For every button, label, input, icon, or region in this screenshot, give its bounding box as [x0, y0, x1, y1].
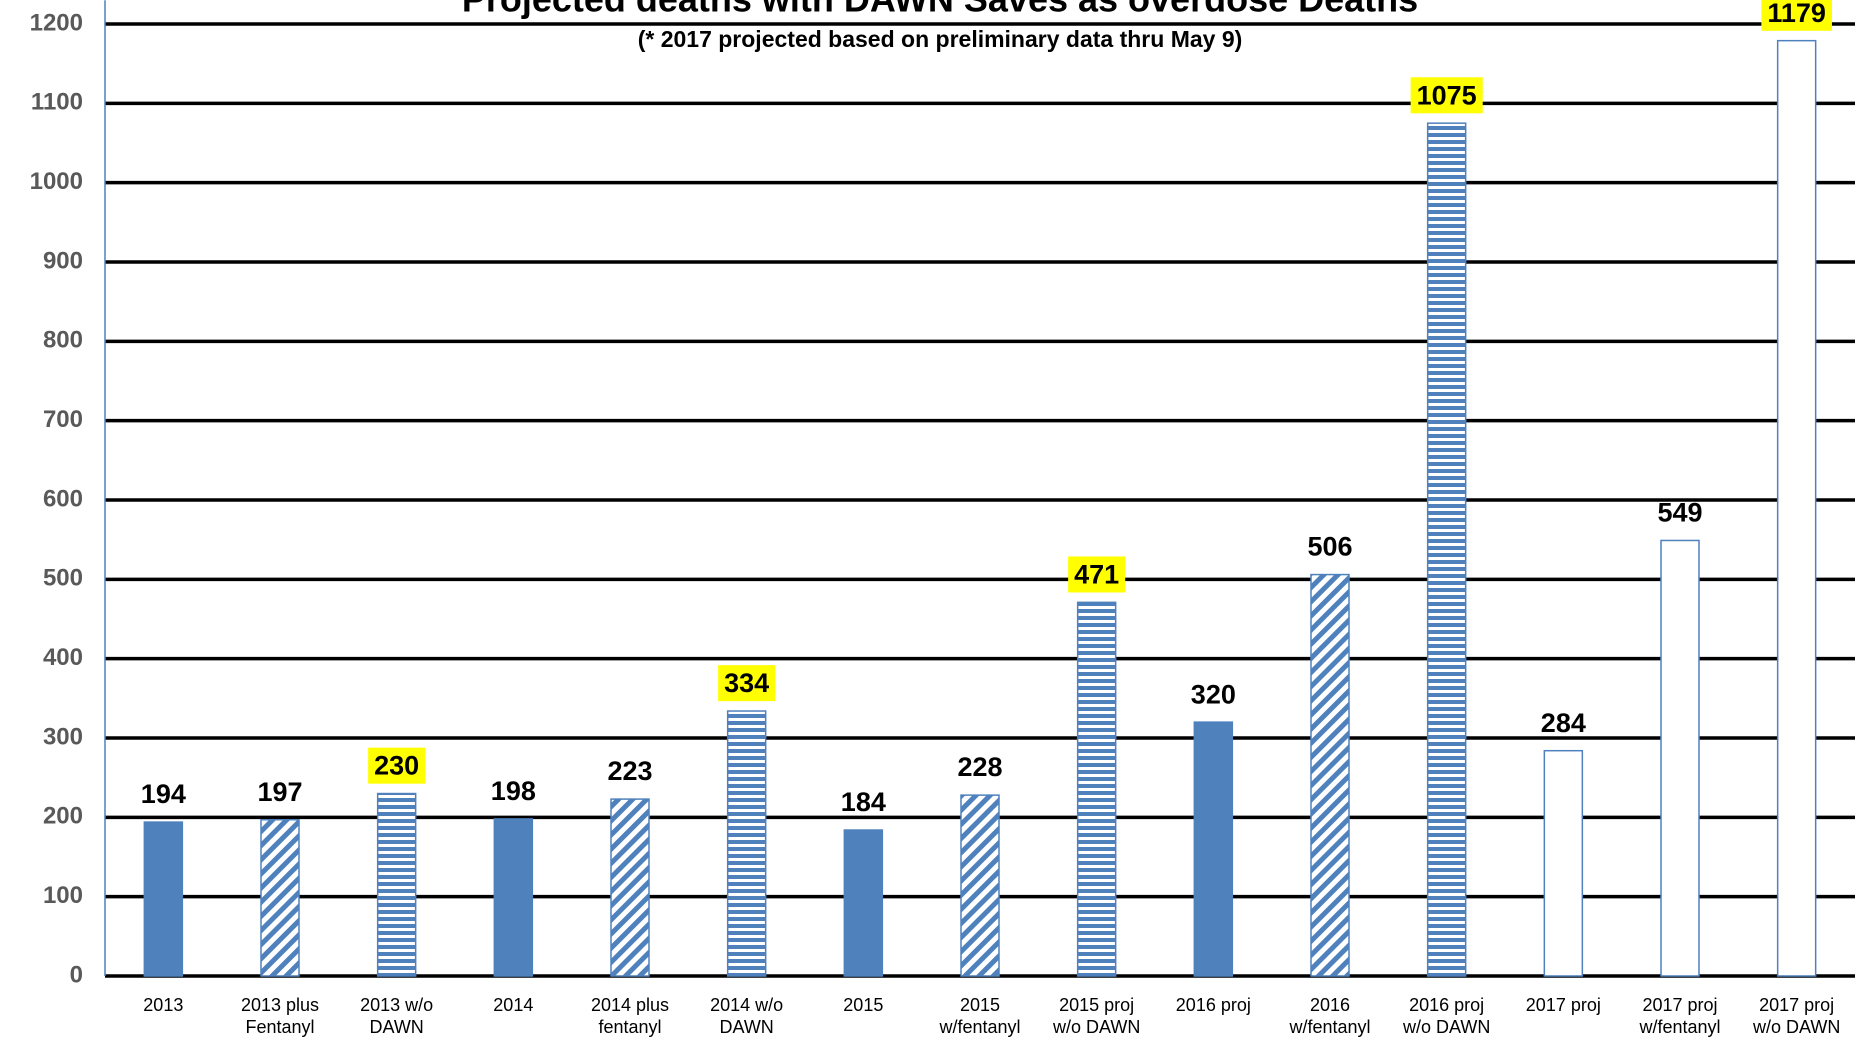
y-tick-label: 1100 [31, 89, 83, 116]
data-label: 506 [1307, 532, 1352, 562]
data-label-group: 284 [1541, 708, 1586, 738]
data-label-group: 334 [718, 665, 776, 702]
y-tick-label: 300 [43, 723, 83, 750]
x-tick-label: 2015 w/fentanyl [939, 995, 1021, 1037]
data-label-group: 184 [841, 787, 886, 817]
y-tick-label: 900 [43, 247, 83, 274]
data-label: 197 [257, 777, 302, 807]
bar [726, 710, 767, 977]
bar [610, 798, 650, 977]
label-highlight [718, 665, 776, 702]
y-tick-label: 800 [43, 327, 83, 354]
y-tick-label: 500 [43, 565, 83, 592]
x-tick-label: 2013 w/o DAWN [360, 995, 434, 1037]
y-tick-label: 1000 [30, 168, 83, 195]
bar [1076, 601, 1117, 977]
x-tick-label: 2014 plus fentanyl [590, 995, 670, 1037]
bar [1776, 39, 1817, 977]
data-label: 228 [957, 752, 1002, 782]
x-tick-label: 2013 [143, 995, 184, 1015]
y-tick-label: 100 [43, 882, 83, 909]
data-label: 334 [724, 668, 769, 698]
data-label: 549 [1657, 498, 1702, 528]
label-highlight [368, 747, 426, 784]
bar [376, 792, 417, 977]
chart-title: Projected deaths with DAWN Saves as over… [462, 0, 1418, 20]
x-tick-label: 2016 w/fentanyl [1289, 995, 1371, 1037]
x-tick-label: 2017 proj [1525, 995, 1601, 1015]
data-label: 1179 [1767, 0, 1826, 28]
data-label-group: 228 [957, 752, 1002, 782]
x-tick-label: 2014 w/o DAWN [710, 995, 784, 1037]
label-highlight [1761, 0, 1832, 31]
y-tick-label: 700 [43, 406, 83, 433]
label-highlight [1068, 556, 1126, 593]
bar [843, 829, 884, 977]
x-tick-label: 2017 proj w/fentanyl [1639, 995, 1721, 1037]
x-tick-label: 2015 [843, 995, 884, 1015]
label-highlight [1410, 77, 1483, 114]
data-label-group: 320 [1191, 679, 1236, 709]
bar [260, 818, 300, 977]
y-tick-label: 1200 [30, 9, 83, 36]
y-tick-label: 400 [43, 644, 83, 671]
x-tick-label: 2015 proj w/o DAWN [1052, 995, 1141, 1037]
data-label-group: 1075 [1410, 77, 1483, 114]
x-tick-label: 2013 plus Fentanyl [240, 995, 320, 1037]
data-label: 320 [1191, 679, 1236, 709]
x-tick-label: 2016 proj w/o DAWN [1402, 995, 1491, 1037]
data-label-group: 549 [1657, 498, 1702, 528]
data-label-group: 1179 [1761, 0, 1832, 31]
bar [1310, 573, 1350, 977]
data-label: 223 [607, 756, 652, 786]
y-tick-label: 0 [70, 961, 83, 988]
data-label-group: 506 [1307, 532, 1352, 562]
data-label: 471 [1074, 559, 1119, 589]
data-label-group: 223 [607, 756, 652, 786]
bar [143, 821, 184, 977]
data-label: 1075 [1417, 80, 1477, 110]
data-label-group: 197 [257, 777, 302, 807]
bar [1426, 122, 1467, 977]
bar [1660, 539, 1700, 977]
data-label-group: 471 [1068, 556, 1126, 593]
data-label: 198 [491, 776, 536, 806]
chart-subtitle: (* 2017 projected based on preliminary d… [638, 26, 1243, 52]
bar [1543, 749, 1584, 977]
data-label: 230 [374, 751, 419, 781]
bar [960, 794, 1000, 977]
data-label-group: 194 [141, 779, 186, 809]
data-label: 194 [141, 779, 186, 809]
bar [493, 818, 534, 977]
x-tick-label: 2016 proj [1175, 995, 1251, 1015]
data-label: 184 [841, 787, 886, 817]
x-tick-label: 2017 proj w/o DAWN [1752, 995, 1841, 1037]
data-label-group: 198 [491, 776, 536, 806]
data-label-group: 230 [368, 747, 426, 784]
data-label: 284 [1541, 708, 1586, 738]
bar [1193, 721, 1234, 977]
y-tick-label: 600 [43, 485, 83, 512]
x-tick-label: 2014 [493, 995, 534, 1015]
y-tick-label: 200 [43, 803, 83, 830]
